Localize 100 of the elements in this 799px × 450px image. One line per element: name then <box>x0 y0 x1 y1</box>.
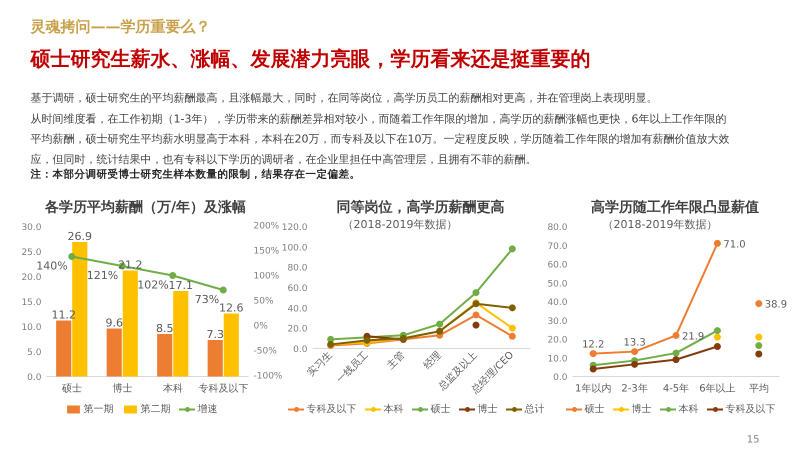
data-label: 8.5 <box>156 322 174 335</box>
data-label: 13.3 <box>623 338 646 349</box>
data-label: 12.2 <box>582 340 604 351</box>
y2-tick-label: 50% <box>254 296 274 306</box>
point <box>508 245 516 252</box>
bar <box>106 328 122 376</box>
x-tick-label: 经理 <box>420 348 444 372</box>
bar <box>157 334 172 376</box>
point <box>436 320 444 328</box>
legend-label: 第一期 <box>84 402 114 416</box>
point <box>714 240 721 247</box>
y-tick-label: 80.0 <box>547 223 568 233</box>
data-label: 26.9 <box>68 230 92 243</box>
y2-tick-label: -50% <box>254 346 278 356</box>
y-tick-label: 60.0 <box>547 260 568 270</box>
x-tick-label: 6年以上 <box>699 382 736 394</box>
point <box>472 311 480 318</box>
x-tick-label: 一线员工 <box>334 348 371 386</box>
bar <box>173 291 188 376</box>
text: 注：本部分调研受博士研究生样本数量的限制，结果存在一定偏差。 <box>30 168 360 180</box>
y2-tick-label: -100% <box>254 372 283 382</box>
data-label: 140% <box>36 260 68 272</box>
y-tick-label: 0.0 <box>293 345 308 355</box>
point <box>508 304 516 312</box>
bar <box>224 314 239 376</box>
point <box>672 350 680 357</box>
point <box>631 348 638 356</box>
y-tick-label: 60.0 <box>287 284 308 294</box>
y-tick-label: 5.0 <box>27 348 42 358</box>
text: 基于调研，硕士研究生的平均薪酬最高，且涨幅最大，同时，在同等岗位，高学历员工的薪酬相对更高，并在管理岗上表现明显。 <box>30 92 658 104</box>
y-tick-label: 70.0 <box>547 242 568 252</box>
data-label: 7.3 <box>206 328 224 341</box>
y-tick-label: 25.0 <box>21 248 42 258</box>
y-tick-label: 0.0 <box>27 373 42 383</box>
y-tick-label: 20.0 <box>21 273 42 283</box>
y-tick-label: 30.0 <box>547 316 568 327</box>
legend-label: 硕士 <box>430 402 450 416</box>
y-tick-label: 40.0 <box>287 304 308 314</box>
point <box>714 327 721 334</box>
data-label: 9.6 <box>105 316 123 330</box>
y-tick-label: 15.0 <box>21 298 42 308</box>
data-label: 12.6 <box>219 302 244 314</box>
text: 15 <box>746 434 760 446</box>
y-tick-label: 0.0 <box>553 373 568 383</box>
data-label: 121% <box>86 269 118 282</box>
x-tick-label: 本科 <box>162 382 183 394</box>
y-tick-label: 80.0 <box>287 264 308 274</box>
data-label: 73% <box>194 293 220 306</box>
bar <box>208 340 223 376</box>
legend-label: 博士 <box>478 402 498 416</box>
data-label: 102% <box>137 278 169 292</box>
text: 从时间维度看，在工作初期（1-3年），学历带来的薪酬差异相对较小，而随着工作年限的增加，高学历的薪酬涨幅也更快，6年以上工作年限的平均薪酬，硕士研究生平均薪水明显高于本科，本科在20万，而专科及以下在10万。一定程度反映，学历随着工作年限的增加有薪酬价值放大效应，但同时，统计结果中，也有专科以下学历的调研者，在企业里担任中高管理层，且拥有不菲的薪酬。 <box>30 112 730 166</box>
text: 硕士研究生薪水、涨幅、发展潜力亮眼，学历看来还是挺重要的 <box>30 46 590 70</box>
point <box>220 286 227 294</box>
point <box>472 322 480 329</box>
y2-tick-label: 200% <box>254 222 280 232</box>
legend-label: 增速 <box>198 402 218 416</box>
data-label: 21.9 <box>682 331 704 342</box>
legend-label: 总计 <box>524 402 544 416</box>
point <box>672 332 680 339</box>
legend-label: 本科 <box>678 402 698 416</box>
y2-tick-label: 0% <box>254 322 268 332</box>
y2-tick-label: 150% <box>254 246 280 256</box>
chart-title: 各学历平均薪酬（万/年）及涨幅 <box>44 200 246 216</box>
legend-label: 博士 <box>632 402 652 416</box>
data-label: 71.0 <box>723 239 746 250</box>
point <box>714 343 721 350</box>
legend-label: 专科及以下 <box>306 402 356 416</box>
chart-title: 高学历随工作年限凸显薪值 <box>591 198 759 216</box>
data-label: 38.9 <box>764 300 788 311</box>
legend-label: 第二期 <box>140 402 170 416</box>
chart-subtitle: （2018-2019年数据） <box>602 218 718 231</box>
point <box>714 334 721 341</box>
chart-title: 同等岗位，高学历薪酬更高 <box>336 198 504 216</box>
y-tick-label: 20.0 <box>547 336 568 346</box>
legend-label: 专科及以下 <box>726 402 776 416</box>
y-tick-label: 50.0 <box>547 279 568 290</box>
data-label: 17.1 <box>168 279 194 292</box>
x-tick-label: 1年以内 <box>575 382 612 394</box>
point <box>169 272 176 279</box>
chart-subtitle: （2018-2019年数据） <box>342 218 458 231</box>
point <box>508 324 516 332</box>
point <box>472 289 480 296</box>
y-tick-label: 30.0 <box>21 223 42 233</box>
x-tick-label: 2-3年 <box>621 382 648 394</box>
legend-label: 硕士 <box>584 402 604 416</box>
y-tick-label: 40.0 <box>547 298 568 308</box>
y2-tick-label: 100% <box>254 272 280 282</box>
x-tick-label: 专科及以下 <box>198 382 248 394</box>
y-tick-label: 120.0 <box>282 223 308 233</box>
y-tick-label: 10.0 <box>547 354 568 364</box>
point <box>68 253 76 260</box>
y-tick-label: 100.0 <box>282 243 308 254</box>
point <box>590 366 597 372</box>
text: 灵魂拷问——学历重要么？ <box>30 18 210 36</box>
x-tick-label: 4-5年 <box>662 382 690 394</box>
bar <box>56 320 72 376</box>
x-tick-label: 硕士 <box>60 382 82 394</box>
point <box>590 350 597 358</box>
y-tick-label: 10.0 <box>21 323 42 333</box>
